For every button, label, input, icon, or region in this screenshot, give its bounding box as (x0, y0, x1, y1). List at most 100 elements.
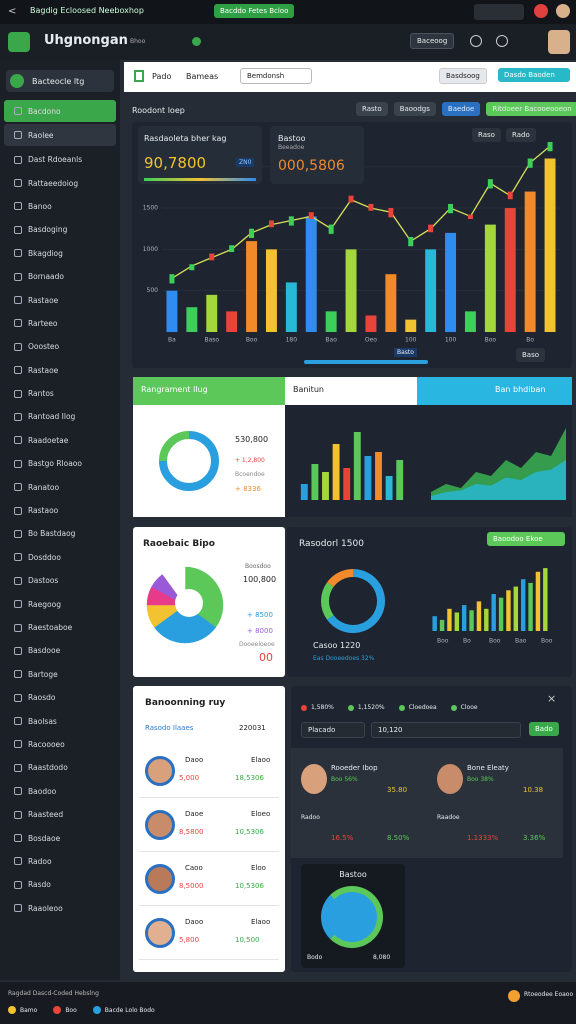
sidebar-item[interactable]: Raestoaboe (4, 616, 116, 639)
list-row[interactable]: Daoe Eloeo 8,5800 10,5306 (139, 798, 279, 852)
section-button[interactable]: Baoodgs (393, 102, 436, 116)
sidebar-item[interactable]: Rastaoo (4, 499, 116, 522)
avatar[interactable] (556, 4, 570, 18)
button[interactable]: Bado (529, 722, 559, 736)
menu[interactable]: Bameas (186, 72, 219, 81)
sidebar-icon (14, 529, 22, 538)
footer-item[interactable]: Bacde Lolo Bodo (92, 1006, 155, 1014)
toolbar-button[interactable]: Dasdo Baoden (498, 68, 570, 82)
filter[interactable]: Clooe (450, 704, 478, 711)
sidebar-item[interactable]: Bornaado (4, 265, 116, 288)
sidebar-item[interactable]: Basdoging (4, 218, 116, 241)
sidebar-item[interactable]: Bo Bastdaog (4, 522, 116, 545)
tab-button[interactable]: Bacddo Fetes Bcloo (214, 4, 295, 18)
sidebar-item[interactable]: Rantoad Ilog (4, 405, 116, 428)
area-chart (431, 428, 566, 500)
row-value: 8,5800 (179, 828, 204, 836)
sidebar-item[interactable]: Raastdodo (4, 756, 116, 779)
filter[interactable]: 1,1520% (347, 704, 385, 711)
sidebar-item[interactable]: Bartoge (4, 663, 116, 686)
toolbar-button[interactable]: Basdsoog (439, 68, 487, 84)
sidebar-label: Radoo (28, 856, 52, 866)
back[interactable]: < (8, 6, 17, 17)
footer-item[interactable]: Bamo (8, 1006, 37, 1014)
sidebar-item[interactable]: Basdooe (4, 639, 116, 662)
avatar[interactable] (534, 4, 548, 18)
sidebar-item[interactable]: Rattaeedoiog (4, 171, 116, 194)
sidebar-item[interactable]: Radoo (4, 850, 116, 873)
sidebar-item[interactable]: Rastaoe (4, 359, 116, 382)
sidebar-icon (14, 693, 22, 702)
sidebar-item[interactable]: Bacdono (4, 100, 116, 122)
sidebar-item[interactable]: Raaoleoo (4, 897, 116, 920)
chart-button[interactable]: Raso (472, 128, 501, 142)
kpi-card: Rasdaoleta bher kag 90,7800 ZN0 (138, 126, 262, 184)
browser-bar: < Bagdig Ecloosed Neeboxhop Bacddo Fetes… (0, 0, 576, 24)
sidebar-item[interactable]: Rasdo (4, 873, 116, 896)
card-sub: Boo 56% (331, 776, 358, 783)
sidebar-item[interactable]: Rastaoe (4, 288, 116, 311)
range-slider[interactable] (304, 360, 428, 364)
list-row[interactable]: Daoo Elaoo 5,800 10,500 (139, 906, 279, 960)
header-action[interactable]: Baceoog (410, 33, 455, 49)
sidebar-item[interactable]: Baolsas (4, 709, 116, 732)
filter-dot (398, 704, 405, 711)
sidebar-item[interactable]: Dastoos (4, 569, 116, 592)
sidebar-item[interactable]: Dast Rdoeanls (4, 148, 116, 171)
sidebar-item[interactable]: Banoo (4, 195, 116, 218)
profile-name: Bastoo (339, 870, 367, 879)
sidebar-item[interactable]: Dosddoo (4, 546, 116, 569)
input[interactable]: Placado (301, 722, 365, 738)
person-card[interactable]: Bone Eleaty Boo 38% Raadoe 10.38 1.1333% 3.36… (427, 748, 563, 858)
sidebar-item[interactable]: Raosdo (4, 686, 116, 709)
footer-item[interactable]: Boo (53, 1006, 77, 1014)
list-row[interactable]: Caoo Eloo 8,5000 10,5306 (139, 852, 279, 906)
sidebar-item[interactable]: Raolee (4, 124, 116, 146)
sidebar-item[interactable]: Bastgo Rloaoo (4, 452, 116, 475)
close[interactable]: × (547, 692, 557, 705)
sidebar-icon (14, 225, 22, 234)
bar (524, 191, 536, 332)
input[interactable]: 10,120 (371, 722, 521, 738)
sidebar-item[interactable]: Rantos (4, 382, 116, 405)
sidebar-item[interactable]: Bkagdiog (4, 242, 116, 265)
sidebar-label: Rastaoe (28, 365, 59, 375)
icon[interactable] (470, 35, 482, 47)
tab[interactable]: Pado (152, 72, 172, 81)
chart-button[interactable]: Rado (506, 128, 536, 142)
icon[interactable] (496, 35, 508, 47)
delta: + 8000 (247, 627, 273, 635)
filter[interactable]: 1,580% (301, 704, 334, 711)
chart-footer-button[interactable]: Baso (516, 348, 546, 362)
sidebar-item[interactable]: Racoooeo (4, 733, 116, 756)
sidebar-item[interactable]: Raegoog (4, 592, 116, 615)
tab-title[interactable]: Bagdig Ecloosed Neeboxhop (30, 6, 144, 15)
sidebar-label: Bornaado (28, 272, 64, 282)
donut-chart: Boo Bo Boo Bao Boo (321, 568, 553, 645)
section-button[interactable]: Baedoe (441, 102, 481, 116)
sidebar-item[interactable]: Bosdaoe (4, 826, 116, 849)
sidebar-item[interactable]: Ranatoo (4, 475, 116, 498)
sidebar-label: Racoooeo (28, 739, 65, 749)
sidebar-item[interactable]: Raadoetae (4, 429, 116, 452)
list-row[interactable]: Daoo Elaoo 5,000 18,5306 (139, 744, 279, 798)
sidebar-label: Raosdo (28, 693, 56, 703)
window-controls[interactable] (474, 4, 524, 20)
filter[interactable]: Cloedoea (398, 704, 437, 711)
sidebar-item[interactable]: Raasteed (4, 803, 116, 826)
dropdown[interactable]: Banitun (285, 377, 417, 405)
sidebar-label: Rantoad Ilog (28, 412, 76, 422)
section-button[interactable]: Ritdoeer Bacooeooeon (486, 102, 576, 116)
sidebar-item[interactable]: Ooosteo (4, 335, 116, 358)
sidebar-item[interactable]: Baodoo (4, 780, 116, 803)
bar (484, 608, 489, 631)
row-value: 18,5306 (235, 774, 264, 782)
user-avatar[interactable] (548, 30, 570, 54)
bar (432, 616, 437, 631)
sidebar-list: Bacdono Raolee Dast Rdoeanls Rattaeedoiog Ba… (4, 100, 116, 920)
person-card[interactable]: Rooeder Ibop Boo 56% Radoo 35.80 16.5% 8.50% (291, 748, 427, 858)
panel-button[interactable]: Baoodoo Ekoe (487, 532, 565, 546)
search[interactable]: Bemdonsh (240, 68, 312, 84)
sidebar-item[interactable]: Rarteeo (4, 312, 116, 335)
section-button[interactable]: Rasto (356, 102, 388, 116)
